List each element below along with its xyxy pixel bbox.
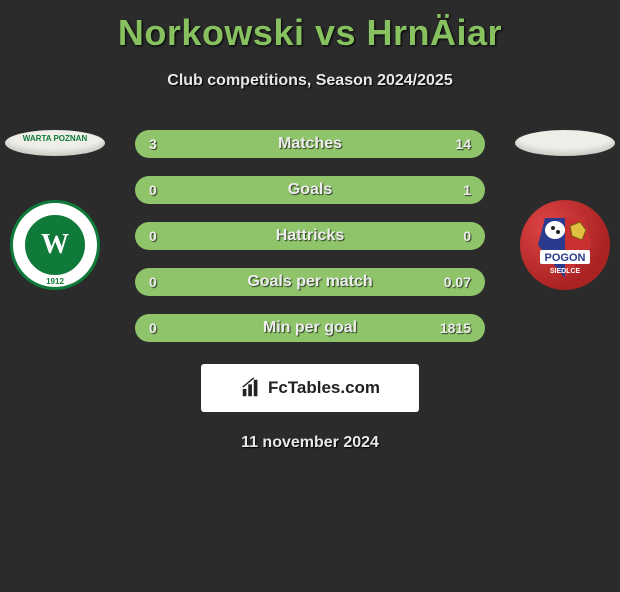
stat-label: Matches <box>278 135 342 153</box>
stat-row: 0 Goals 1 <box>135 176 485 204</box>
player-left-club-badge: WARTA POZNAN W 1912 <box>10 200 100 290</box>
footer-brand-text: FcTables.com <box>268 378 380 398</box>
stat-label: Hattricks <box>276 227 344 245</box>
stat-label: Goals per match <box>247 273 372 291</box>
stat-label: Min per goal <box>263 319 357 337</box>
stat-right-value: 1815 <box>440 320 471 336</box>
stat-left-value: 0 <box>149 228 157 244</box>
stats-list: 3 Matches 14 0 Goals 1 0 Hattricks 0 0 G… <box>135 130 485 342</box>
page-title: Norkowski vs HrnÄiar <box>0 12 620 54</box>
stat-left-value: 0 <box>149 320 157 336</box>
stat-right-value: 14 <box>455 136 471 152</box>
player-left-slot: WARTA POZNAN W 1912 <box>0 130 110 290</box>
stat-right-value: 0 <box>463 228 471 244</box>
player-right-slot: POGON SIEDLCE <box>510 130 620 290</box>
badge-left-ring-bottom: 1912 <box>46 277 64 286</box>
stat-right-value: 1 <box>463 182 471 198</box>
ball-icon <box>545 221 565 239</box>
comparison-panel: WARTA POZNAN W 1912 POGON SIEDLCE <box>0 130 620 342</box>
banner-subtext: SIEDLCE <box>550 268 581 275</box>
stat-label: Goals <box>288 181 332 199</box>
player-right-club-badge: POGON SIEDLCE <box>520 200 610 290</box>
badge-left-ring-top: WARTA POZNAN <box>23 134 87 143</box>
badge-left-letter: W <box>41 229 69 261</box>
stat-row: 3 Matches 14 <box>135 130 485 158</box>
stat-left-value: 3 <box>149 136 157 152</box>
stat-right-value: 0.07 <box>444 274 471 290</box>
footer-brand-badge[interactable]: FcTables.com <box>201 364 419 412</box>
stat-row: 0 Hattricks 0 <box>135 222 485 250</box>
stat-row: 0 Min per goal 1815 <box>135 314 485 342</box>
date-text: 11 november 2024 <box>0 434 620 452</box>
stat-left-value: 0 <box>149 274 157 290</box>
player-right-head-silhouette <box>515 130 615 156</box>
bar-chart-icon <box>240 377 262 399</box>
badge-left-inner: W <box>25 215 85 275</box>
stat-row: 0 Goals per match 0.07 <box>135 268 485 296</box>
banner-text: POGON <box>545 252 586 264</box>
stat-left-value: 0 <box>149 182 157 198</box>
subtitle: Club competitions, Season 2024/2025 <box>0 72 620 90</box>
badge-right-svg: POGON SIEDLCE <box>520 200 610 290</box>
